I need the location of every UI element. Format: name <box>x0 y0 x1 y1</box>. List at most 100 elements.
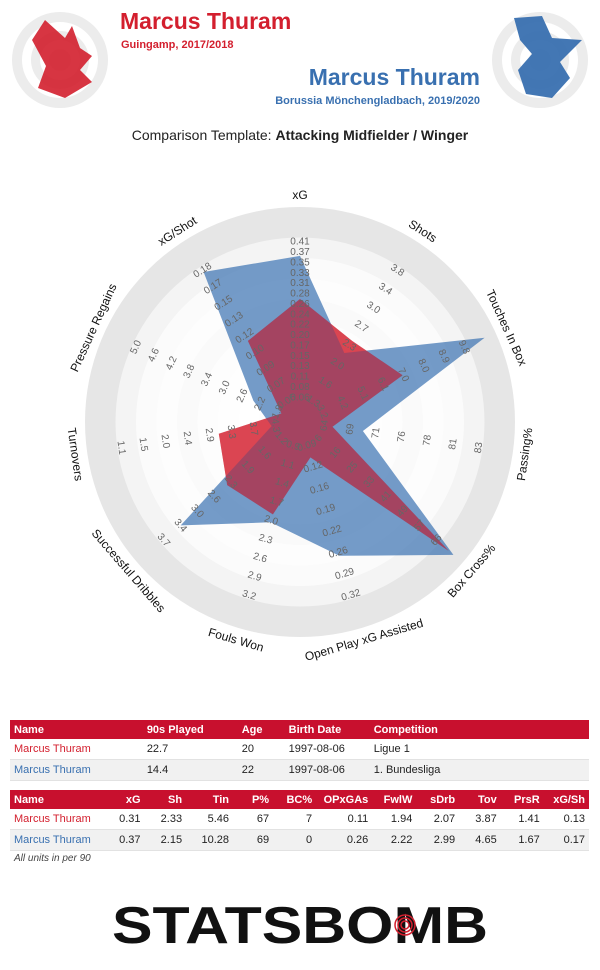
stats-table: Name xG Sh Tin P% BC% OPxGAs FwlW sDrb Tov PrsR xG/… <box>10 790 589 851</box>
table-cell: 2.22 <box>372 829 417 851</box>
tick-label: 83 <box>473 441 486 454</box>
radar-chart: 0.060.080.110.130.150.170.200.220.240.26… <box>65 188 536 664</box>
player1-subtitle: Guingamp, 2017/2018 <box>121 39 234 51</box>
tick-label: 0.24 <box>290 309 310 320</box>
table-cell: 1. Bundesliga <box>369 759 589 781</box>
tick-label: 0.28 <box>290 289 310 300</box>
tick-label: 64 <box>319 419 332 432</box>
table-cell: 0.31 <box>103 809 145 830</box>
tick-label: 3.3 <box>225 424 238 440</box>
column-header: P% <box>233 790 274 809</box>
statsbomb-logo: STATSBOMB <box>112 897 488 955</box>
logo-text: STATSBOMB <box>112 897 488 955</box>
player2-radar-logo <box>492 12 588 108</box>
tick-label: 0.20 <box>290 330 310 341</box>
table-row: Marcus Thuram 14.4 22 1997-08-06 1. Bundesli… <box>10 759 589 781</box>
tick-label: 3.4 <box>199 371 215 389</box>
tick-label: 1.8 <box>270 403 286 421</box>
units-footnote: All units in per 90 <box>14 853 91 864</box>
column-header: BC% <box>273 790 317 809</box>
player2-name: Marcus Thuram <box>308 64 480 90</box>
tick-label: 0.06 <box>290 392 310 403</box>
tick-label: 1.4 <box>274 476 291 491</box>
tick-label: 81 <box>447 437 460 450</box>
radar-series-1-overlay <box>218 299 449 551</box>
tick-label: 0.26 <box>328 545 350 561</box>
table-cell: 1997-08-06 <box>284 759 370 781</box>
tick-label: 0.09 <box>296 438 318 454</box>
tick-label: 0.35 <box>290 257 310 268</box>
table-cell: 1.67 <box>500 829 544 851</box>
template-name: Attacking Midfielder / Winger <box>275 127 469 143</box>
tick-label: 3.0 <box>217 379 233 397</box>
player-name-cell: Marcus Thuram <box>10 809 103 830</box>
tick-label: 6.1 <box>375 376 391 394</box>
table-cell: 0.17 <box>543 829 589 851</box>
tick-label: 1.1 <box>115 440 128 456</box>
tick-label: 3.2 <box>241 588 258 603</box>
table-cell: 20 <box>237 739 285 760</box>
player-name-cell: Marcus Thuram <box>10 759 143 781</box>
table-cell: 2.99 <box>416 829 460 851</box>
table-cell: 7 <box>273 809 317 830</box>
tick-label: 8.0 <box>415 357 431 375</box>
player2-subtitle: Borussia Mönchengladbach, 2019/2020 <box>275 95 480 107</box>
tick-label: 1.1 <box>279 458 296 473</box>
tick-label: 0.22 <box>290 320 310 331</box>
table-cell: 69 <box>233 829 274 851</box>
table-header: Name 90s Played Age Birth Date Competition <box>10 720 589 739</box>
tick-label: 4.2 <box>334 394 350 412</box>
table-cell: 22 <box>237 759 285 781</box>
player-name-cell: Marcus Thuram <box>10 739 143 760</box>
tick-label: 8.9 <box>436 348 452 366</box>
table-cell: 0.26 <box>316 829 373 851</box>
tick-label: 3.7 <box>247 421 260 437</box>
tick-label: 2.9 <box>203 427 216 443</box>
tick-label: 69 <box>344 423 357 436</box>
column-header: sDrb <box>416 790 460 809</box>
tick-label: 0.11 <box>291 372 310 383</box>
logo-target-icon <box>394 914 416 936</box>
column-header: Tin <box>186 790 234 809</box>
table-cell: 1997-08-06 <box>284 739 370 760</box>
tick-label: 2.6 <box>235 387 251 405</box>
tick-label: 1.7 <box>268 495 285 510</box>
table-cell: 10.28 <box>186 829 234 851</box>
table-cell: 67 <box>233 809 274 830</box>
column-header: Tov <box>459 790 501 809</box>
tick-label: 0.22 <box>321 523 343 539</box>
tick-label: 4.3 <box>269 418 282 434</box>
tick-label: 9.8 <box>456 339 472 357</box>
tick-label: 0.13 <box>290 361 310 372</box>
tick-label: 0.29 <box>334 566 356 582</box>
tick-label: 0.26 <box>290 299 310 310</box>
tick-label: 2.6 <box>252 551 269 566</box>
tick-label: 3.8 <box>182 362 198 380</box>
tick-label: 2.2 <box>252 395 268 413</box>
tick-label: 0.16 <box>309 481 331 497</box>
table-cell: 3.87 <box>459 809 501 830</box>
column-header: Name <box>10 720 143 739</box>
table-cell: 14.4 <box>142 759 238 781</box>
table-cell: 22.7 <box>142 739 238 760</box>
template-prefix: Comparison Template: <box>131 127 272 143</box>
table-cell: 2.15 <box>144 829 187 851</box>
player1-radar-logo <box>12 12 108 108</box>
column-header: Competition <box>369 720 589 739</box>
table-row: Marcus Thuram 22.7 20 1997-08-06 Ligue 1 <box>10 739 589 760</box>
column-header: Name <box>10 790 103 809</box>
table-row: Marcus Thuram 0.31 2.33 5.46 67 7 0.11 1.94 2.07… <box>10 809 589 830</box>
axis-label: Passing% <box>514 427 536 482</box>
column-header: Sh <box>144 790 187 809</box>
comparison-template: Comparison Template: Attacking Midfielde… <box>0 127 600 143</box>
column-header: 90s Played <box>142 720 238 739</box>
table-cell: 2.33 <box>144 809 187 830</box>
tick-label: 2.3 <box>257 532 274 547</box>
table-cell: 4.65 <box>459 829 501 851</box>
tick-label: 0.08 <box>290 382 310 393</box>
tick-label: 2.9 <box>246 570 263 585</box>
tick-label: 0.9 <box>285 439 302 454</box>
table-cell: 5.46 <box>186 809 234 830</box>
tick-label: 0.37 <box>290 247 310 258</box>
tick-label: 2.4 <box>181 431 194 447</box>
